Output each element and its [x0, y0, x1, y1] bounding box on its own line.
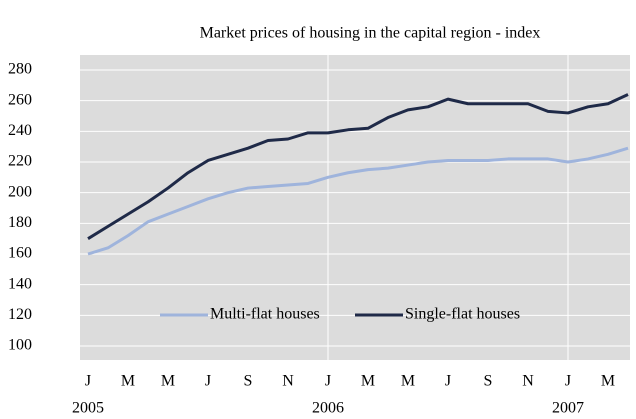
legend-label: Single-flat houses	[405, 306, 520, 323]
y-tick-label: 240	[8, 122, 32, 139]
x-tick-label: J	[325, 373, 331, 390]
y-tick-label: 280	[8, 61, 32, 78]
x-tick-label: J	[565, 373, 571, 390]
x-tick-label: M	[161, 373, 175, 390]
x-tick-label: N	[522, 373, 534, 390]
year-label: 2005	[72, 400, 104, 417]
x-tick-label: S	[244, 373, 253, 390]
y-tick-label: 200	[8, 183, 32, 200]
y-tick-label: 120	[8, 306, 32, 323]
x-tick-label: M	[601, 373, 615, 390]
x-tick-label: M	[121, 373, 135, 390]
series-line	[87, 146, 629, 256]
y-tick-label: 180	[8, 214, 32, 231]
y-tick-label: 140	[8, 275, 32, 292]
x-tick-label: J	[85, 373, 91, 390]
year-label: 2006	[312, 400, 344, 417]
x-tick-label: M	[401, 373, 415, 390]
year-label: 2007	[552, 400, 584, 417]
x-tick-label: M	[361, 373, 375, 390]
y-tick-label: 100	[8, 337, 32, 354]
y-tick-label: 160	[8, 245, 32, 262]
x-tick-label: N	[282, 373, 294, 390]
chart-title: Market prices of housing in the capital …	[200, 25, 541, 42]
series-line	[87, 93, 629, 240]
x-tick-label: S	[484, 373, 493, 390]
legend-label: Multi-flat houses	[210, 306, 320, 323]
y-tick-label: 220	[8, 153, 32, 170]
x-tick-label: J	[205, 373, 211, 390]
x-tick-label: J	[445, 373, 451, 390]
y-tick-label: 260	[8, 91, 32, 108]
plot-background	[80, 55, 630, 360]
